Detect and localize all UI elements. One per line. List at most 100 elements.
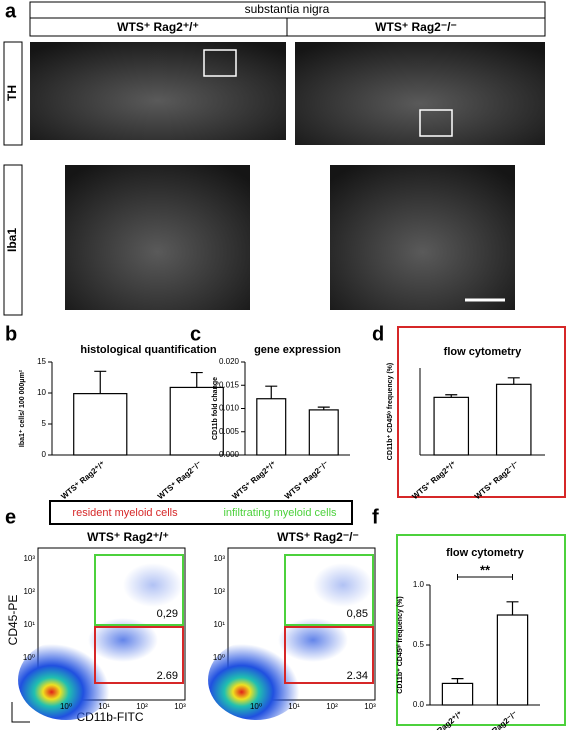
y-tick-label: 0.5 (413, 640, 425, 649)
x-tick-label: 10⁰ (250, 702, 262, 711)
plot-title: WTS⁺ Rag2⁻/⁻ (277, 530, 359, 544)
panel-label: c (190, 323, 201, 345)
plot-title: WTS⁺ Rag2⁺/⁺ (87, 530, 169, 544)
micrograph (30, 42, 286, 140)
density (123, 563, 183, 607)
panel-frame (396, 534, 566, 726)
bar (73, 393, 128, 456)
y-tick-label: 0.000 (219, 450, 240, 459)
error-bar (94, 370, 107, 394)
micrograph (330, 165, 515, 310)
density (88, 618, 158, 662)
density (278, 618, 348, 662)
y-tick-label: 10³ (213, 554, 225, 563)
error-bar (451, 678, 464, 684)
x-tick-label: WTS⁺ Rag2⁺/⁺ (230, 459, 277, 501)
group-label: WTS⁺ Rag2⁻/⁻ (375, 20, 457, 34)
gate-value: 0,29 (157, 608, 178, 620)
bar (495, 383, 532, 456)
gate-value: 2.69 (157, 670, 178, 682)
panel-label: e (5, 506, 16, 528)
x-axis-label: CD11b-FITC (76, 710, 143, 724)
x-tick-label: WTS⁺ Rag2⁺/⁺ (59, 459, 106, 501)
legend-text: resident myeloid cells (72, 507, 178, 519)
y-tick-label: 0.020 (219, 357, 240, 366)
y-tick-label: 10⁰ (23, 653, 35, 662)
y-tick-label: 5 (42, 419, 47, 428)
chart-title: histological quantification (80, 344, 217, 356)
y-tick-label: 0 (42, 450, 47, 459)
bar (441, 682, 474, 706)
y-tick-label: 1.0 (413, 580, 425, 589)
inset-box (419, 109, 453, 137)
density (313, 563, 373, 607)
error-bar (317, 406, 330, 410)
panel-frame (397, 326, 566, 498)
axis-arrow (11, 702, 30, 723)
y-axis-label: CD11b fold change (212, 377, 219, 440)
y-tick-label: 10² (213, 587, 225, 596)
error-bar (507, 377, 520, 385)
x-tick-label: WTS⁺ Rag2⁺/⁺ (417, 709, 464, 730)
y-tick-label: 10¹ (213, 620, 225, 629)
chart-title: gene expression (254, 344, 341, 356)
y-tick-label: 0.005 (219, 427, 240, 436)
y-tick-label: 15 (37, 357, 46, 366)
gate (94, 626, 184, 684)
x-tick-label: 10³ (174, 702, 186, 711)
gate (284, 554, 374, 626)
error-bar (445, 394, 458, 398)
error-bar (506, 601, 519, 615)
x-tick-label: 10² (136, 702, 148, 711)
legend-text: infiltrating myeloid cells (223, 507, 337, 519)
y-tick-label: 0.0 (413, 700, 425, 709)
bar (169, 386, 224, 456)
y-tick-label: 0.010 (219, 404, 240, 413)
header: substantia nigra (245, 2, 330, 16)
y-tick-label: 10⁰ (213, 653, 225, 662)
density (208, 640, 304, 720)
chart-title: flow cytometry (446, 547, 525, 559)
row-box (3, 41, 23, 146)
bar (256, 398, 287, 456)
row-box (3, 164, 23, 316)
bar (496, 614, 529, 706)
panel-label: b (5, 323, 17, 345)
inset-box (203, 49, 237, 77)
y-tick-label: 10¹ (23, 620, 35, 629)
y-axis-label: CD11b⁺ CD45ˡᵒ frequency (%) (387, 363, 394, 460)
density (18, 640, 114, 720)
x-tick-label: 10¹ (288, 702, 300, 711)
row-label: TH (5, 85, 19, 101)
row-label: Iba1 (5, 228, 19, 252)
x-tick-label: WTS⁺ Rag2⁻/⁻ (156, 459, 203, 501)
significance-bracket (457, 574, 513, 580)
x-tick-label: WTS⁺ Rag2⁻/⁻ (472, 709, 519, 730)
panel-label: f (372, 506, 379, 528)
x-tick-label: 10¹ (98, 702, 110, 711)
x-tick-label: WTS⁺ Rag2⁺/⁺ (410, 459, 457, 501)
y-axis-label: CD11b⁺ CD45ʰⁱ frequency (%) (395, 596, 404, 693)
gate (284, 626, 374, 684)
legend-box (49, 500, 353, 525)
panel-label: a (5, 0, 17, 22)
y-tick-label: 0.015 (219, 380, 240, 389)
annotation: ** (480, 562, 491, 577)
x-tick-label: WTS⁺ Rag2⁻/⁻ (473, 459, 520, 501)
x-tick-label: 10² (326, 702, 338, 711)
y-tick-label: 10 (37, 388, 46, 397)
group-label: WTS⁺ Rag2⁺/⁺ (117, 20, 199, 34)
bar (433, 396, 470, 456)
y-axis-label: CD45-PE (6, 595, 20, 646)
y-tick-label: 10³ (23, 554, 35, 563)
panel-label: d (372, 323, 384, 345)
bar (308, 409, 339, 456)
y-tick-label: 10² (23, 587, 35, 596)
gate-value: 0,85 (347, 608, 368, 620)
x-tick-label: 10³ (364, 702, 376, 711)
x-tick-label: WTS⁺ Rag2⁻/⁻ (283, 459, 330, 501)
error-bar (265, 385, 278, 399)
x-tick-label: 10⁰ (60, 702, 72, 711)
